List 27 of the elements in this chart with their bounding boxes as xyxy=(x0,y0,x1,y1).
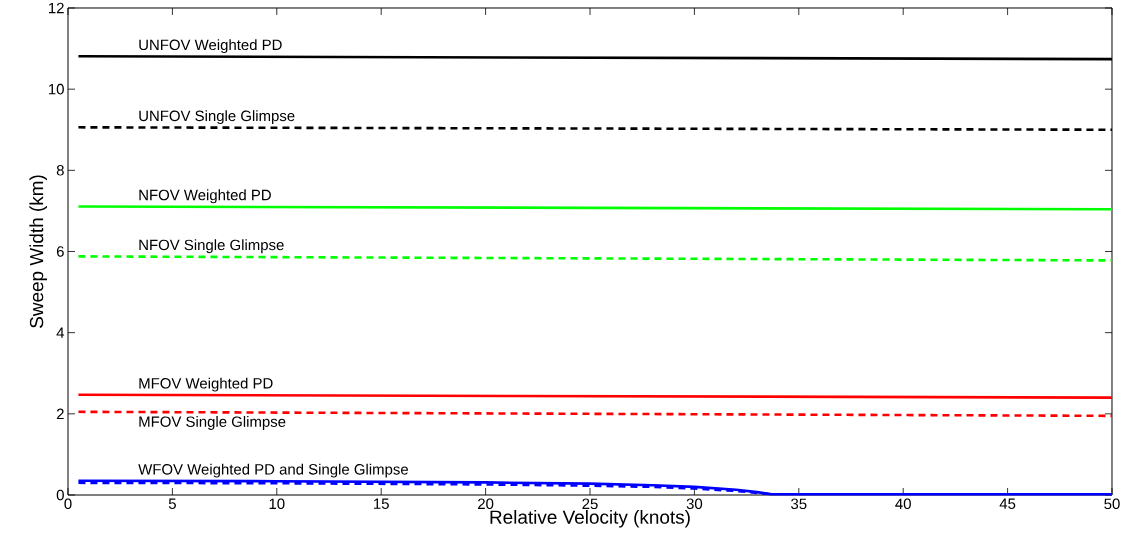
x-tick-label: 5 xyxy=(168,498,176,509)
annotation: MFOV Weighted PD xyxy=(139,377,273,392)
x-tick-label: 30 xyxy=(686,498,703,510)
annotation: WFOV Weighted PD and Single Glimpse xyxy=(138,463,408,478)
annotation: NFOV Single Glimpse xyxy=(139,239,284,254)
y-axis-title: Sweep Width (km) xyxy=(29,175,48,328)
x-tick-label: 10 xyxy=(269,498,285,510)
annotation: UNFOV Weighted PD xyxy=(139,39,282,54)
x-tick-label: 0 xyxy=(64,498,72,510)
x-tick-label: 40 xyxy=(895,498,911,510)
y-tick-label: 0 xyxy=(56,489,64,501)
x-tick-label: 15 xyxy=(374,498,389,509)
y-tick-label: 12 xyxy=(49,2,64,14)
annotation: MFOV Single Glimpse xyxy=(139,416,286,430)
y-tick-label: 4 xyxy=(56,327,65,338)
x-tick-label: 20 xyxy=(478,498,494,510)
x-tick-label: 35 xyxy=(791,498,807,510)
y-tick-label: 8 xyxy=(56,165,64,176)
annotation: UNFOV Single Glimpse xyxy=(139,110,295,125)
y-tick-label: 6 xyxy=(56,246,64,257)
x-tick-label: 25 xyxy=(582,498,598,510)
x-tick-label: 50 xyxy=(1104,498,1120,510)
y-tick-label: 2 xyxy=(56,408,64,420)
y-tick-label: 10 xyxy=(49,83,64,95)
annotation: NFOV Weighted PD xyxy=(139,189,271,204)
x-tick-label: 45 xyxy=(999,498,1016,509)
x-axis-title: Relative Velocity (knots) xyxy=(490,509,690,528)
